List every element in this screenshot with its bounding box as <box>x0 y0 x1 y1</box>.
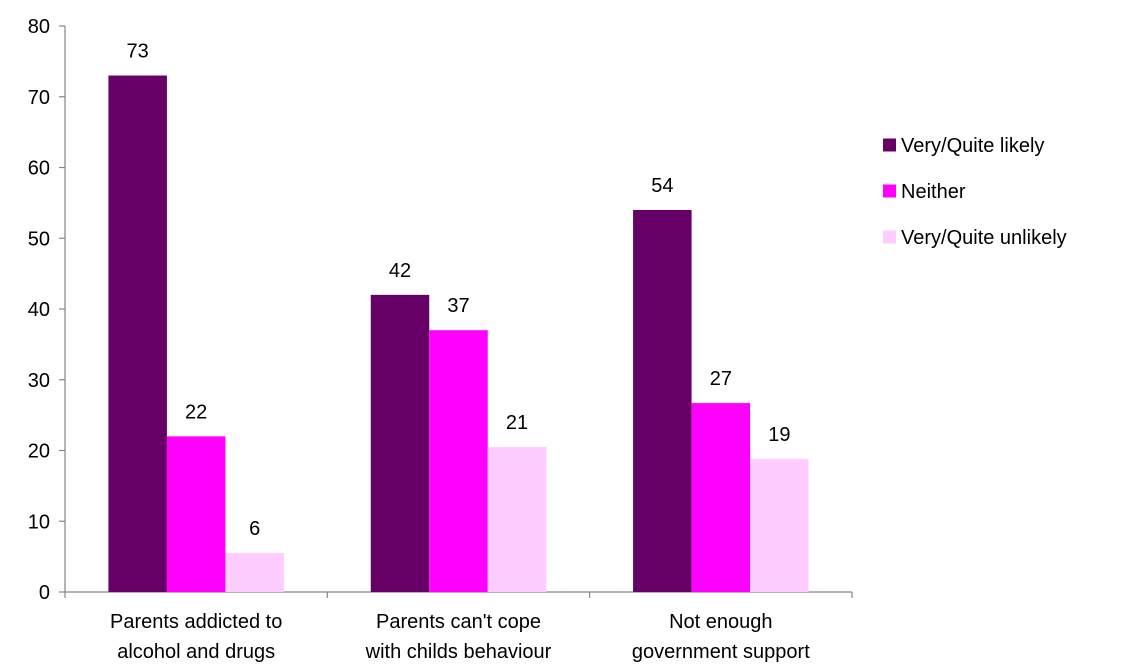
data-label: 54 <box>651 175 673 197</box>
data-label: 6 <box>249 518 260 540</box>
data-label: 37 <box>447 295 469 317</box>
data-label: 27 <box>710 368 732 390</box>
bar <box>108 75 167 592</box>
x-axis: Parents addicted to alcohol and drugs Pare… <box>64 591 853 663</box>
x-category-label: with childs behaviour <box>365 641 552 663</box>
bar <box>487 446 547 592</box>
y-tick-label: 10 <box>28 511 50 533</box>
legend-label: Neither <box>901 181 966 203</box>
bar <box>750 458 809 592</box>
bars <box>108 75 809 592</box>
data-label: 42 <box>389 260 411 282</box>
legend-swatch <box>883 184 896 198</box>
legend-swatch <box>883 138 896 152</box>
bar <box>691 403 751 592</box>
y-tick-label: 80 <box>28 16 50 38</box>
y-tick-label: 20 <box>28 441 50 463</box>
bar <box>633 209 692 592</box>
bar <box>166 436 226 592</box>
y-tick-label: 0 <box>39 582 50 604</box>
bar <box>225 553 284 592</box>
x-category-label: alcohol and drugs <box>117 641 275 663</box>
legend-label: Very/Quite likely <box>901 135 1044 157</box>
x-category-label: Not enough <box>669 611 772 633</box>
y-tick-label: 50 <box>28 228 50 250</box>
legend-swatch <box>883 230 896 244</box>
bar <box>370 294 430 592</box>
x-category-label: Parents addicted to <box>110 611 282 633</box>
data-labels: 73 42 54 22 37 27 6 21 19 <box>127 41 791 541</box>
data-label: 21 <box>506 412 528 434</box>
y-tick-label: 40 <box>28 299 50 321</box>
bar <box>429 330 488 592</box>
x-category-label: Parents can't cope <box>376 611 541 633</box>
y-tick-label: 60 <box>28 158 50 180</box>
data-label: 19 <box>768 424 790 446</box>
data-label: 73 <box>127 41 149 63</box>
y-tick-label: 30 <box>28 370 50 392</box>
x-category-label: government support <box>632 641 810 663</box>
y-axis: 0 10 20 30 40 50 60 70 80 <box>28 16 66 604</box>
y-tick-label: 70 <box>28 87 50 109</box>
data-label: 22 <box>185 401 207 423</box>
legend: Very/Quite likely Neither Very/Quite unlik… <box>883 135 1067 249</box>
legend-label: Very/Quite unlikely <box>901 227 1067 249</box>
